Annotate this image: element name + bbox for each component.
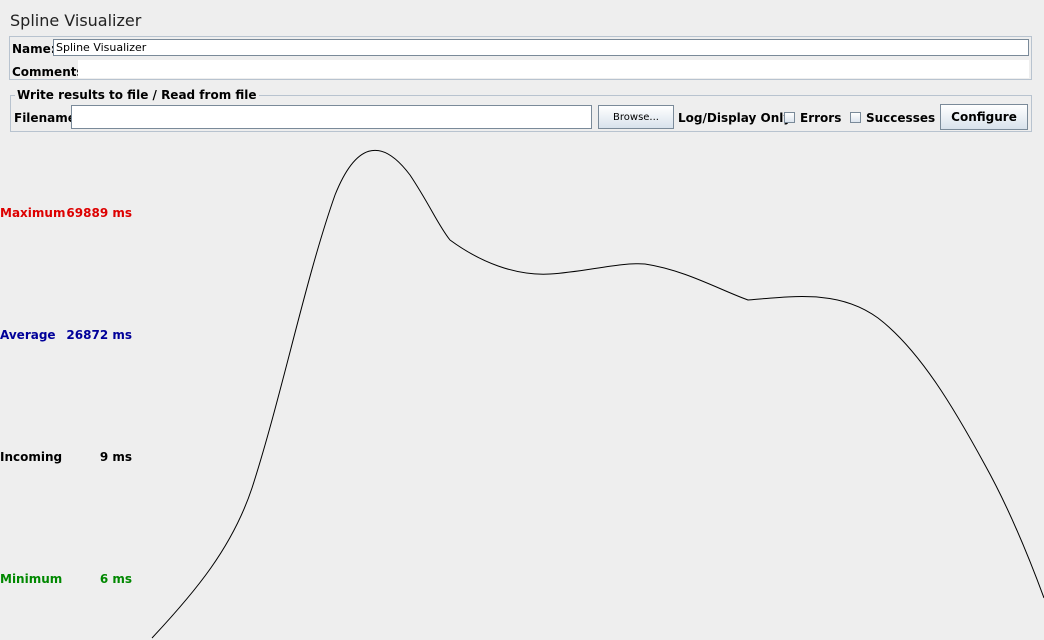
log-display-only-label: Log/Display Only: xyxy=(678,111,796,125)
file-panel: Write results to file / Read from file xyxy=(10,88,1032,132)
spline-curve xyxy=(151,149,1044,639)
filename-input[interactable] xyxy=(71,105,592,129)
page-title: Spline Visualizer xyxy=(10,11,142,30)
stat-average-value: 26872 ms xyxy=(66,328,132,342)
spline-graph xyxy=(151,149,1044,639)
errors-label: Errors xyxy=(800,111,842,125)
stat-incoming-value: 9 ms xyxy=(99,450,132,464)
name-comments-panel: Name: Comments: xyxy=(9,36,1032,80)
name-input[interactable] xyxy=(53,39,1029,56)
errors-checkbox[interactable] xyxy=(784,112,795,123)
stat-incoming-label: Incoming xyxy=(0,450,63,464)
stat-maximum-label: Maximum xyxy=(0,206,66,220)
successes-label: Successes xyxy=(866,111,936,125)
browse-button[interactable]: Browse... xyxy=(598,105,674,129)
comments-label: Comments: xyxy=(12,65,89,79)
comments-input[interactable] xyxy=(78,60,1029,78)
configure-button[interactable]: Configure xyxy=(940,104,1028,130)
stat-average-label: Average xyxy=(0,328,56,342)
filename-label: Filename xyxy=(14,111,76,125)
stat-minimum-label: Minimum xyxy=(0,572,63,586)
file-panel-title: Write results to file / Read from file xyxy=(17,88,257,102)
name-label: Name: xyxy=(12,42,56,56)
stat-minimum-value: 6 ms xyxy=(99,572,132,586)
successes-checkbox[interactable] xyxy=(850,112,861,123)
stat-maximum-value: 69889 ms xyxy=(66,206,132,220)
